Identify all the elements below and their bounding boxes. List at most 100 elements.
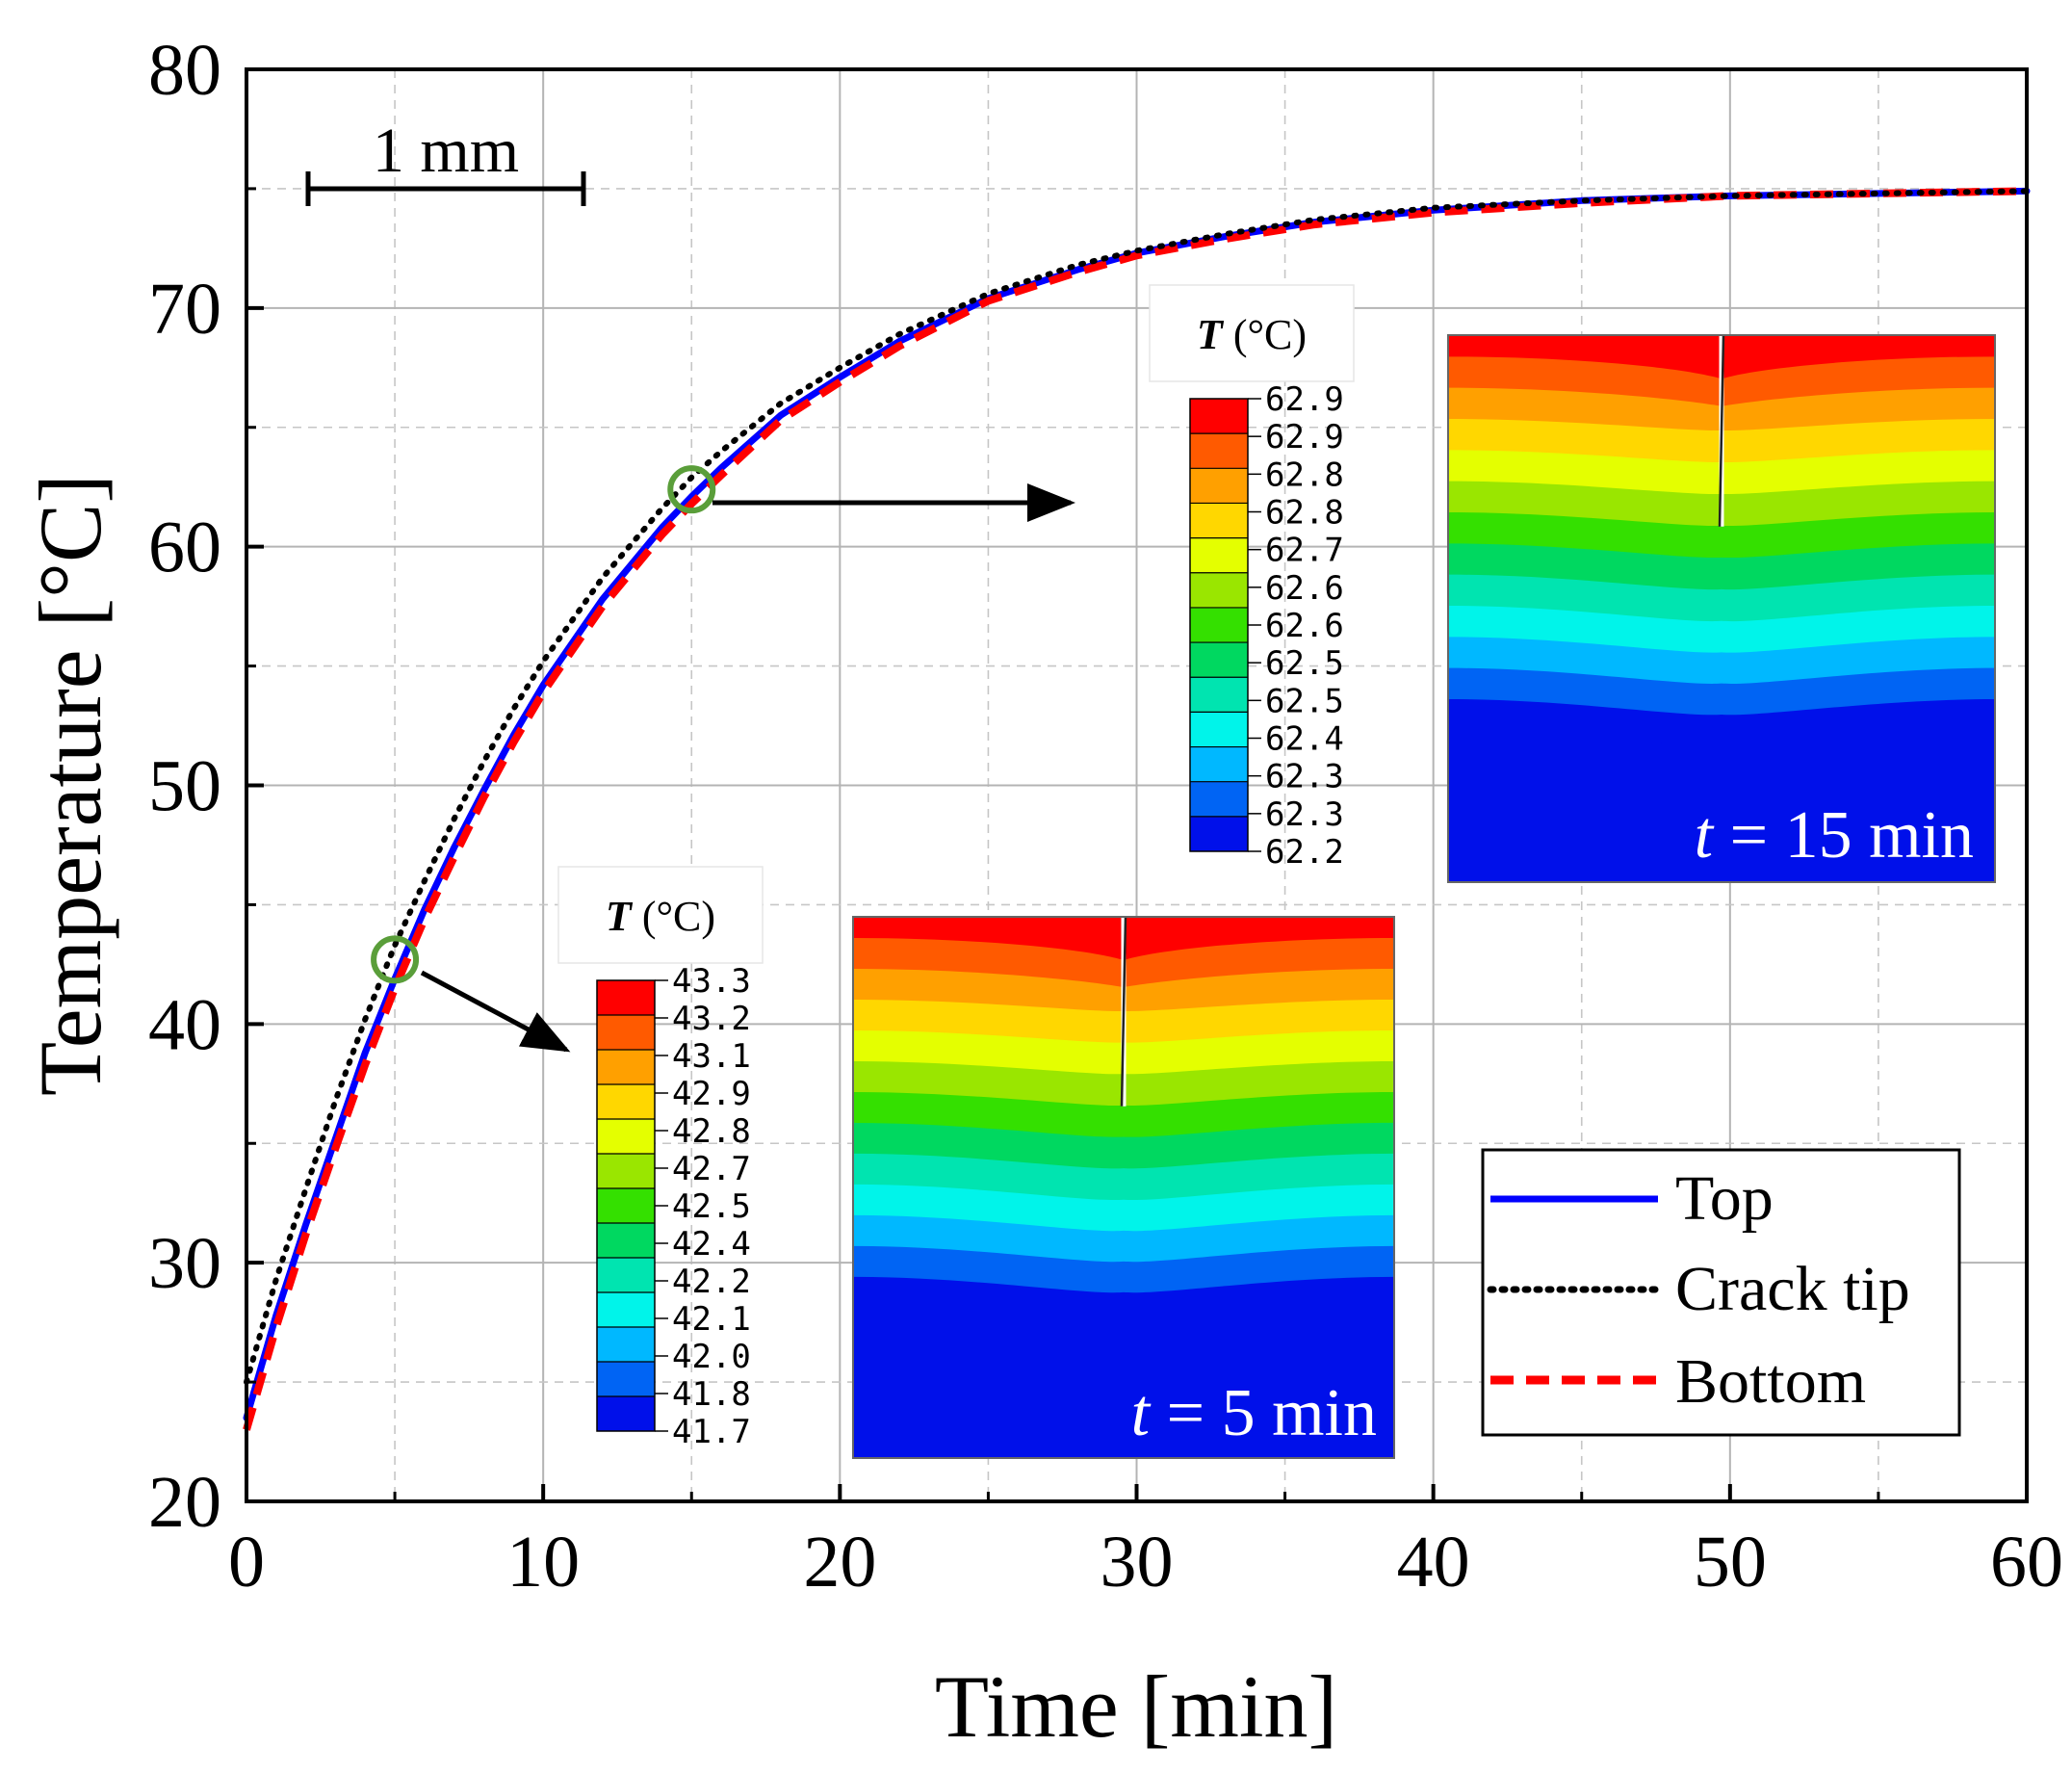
colorbar-title-symbol: T <box>606 893 634 940</box>
colorbar-segment <box>597 1292 655 1328</box>
colorbar-label: 41.7 <box>672 1413 751 1451</box>
x-tick-label: 30 <box>1101 1522 1174 1603</box>
y-axis-label: Temperature [°C] <box>21 474 119 1096</box>
colorbar-segment <box>597 1119 655 1155</box>
contour-frame <box>852 916 1395 1459</box>
colorbar-label: 62.8 <box>1265 456 1344 494</box>
colorbar-label: 62.4 <box>1265 720 1344 759</box>
colorbar-segment <box>597 1050 655 1085</box>
colorbar-label: 62.3 <box>1265 795 1344 834</box>
colorbar-segment <box>597 980 655 1016</box>
colorbar-segment <box>1190 712 1248 748</box>
inset-time-value: = 5 min <box>1150 1376 1377 1450</box>
y-tick-label: 50 <box>148 746 221 827</box>
colorbar-segment <box>597 1084 655 1120</box>
legend: Top Crack tip Bottom <box>1481 1148 1961 1437</box>
colorbar-label: 42.5 <box>672 1187 751 1226</box>
colorbar-label: 62.6 <box>1265 569 1344 608</box>
colorbar-segment <box>1190 677 1248 713</box>
x-tick-label: 10 <box>506 1522 580 1603</box>
colorbar-segment <box>1190 816 1248 852</box>
crack-line <box>1718 334 1725 527</box>
colorbar-label: 62.5 <box>1265 682 1344 720</box>
colorbar-label: 42.1 <box>672 1300 751 1339</box>
colorbar-segment <box>1190 572 1248 609</box>
y-tick-label: 80 <box>148 30 221 111</box>
inset-time-symbol: t <box>1695 798 1715 873</box>
contour-frame <box>1447 334 1996 883</box>
legend-label-crack-tip: Crack tip <box>1675 1254 1910 1324</box>
colorbar-label: 62.9 <box>1265 418 1344 456</box>
colorbar-segment <box>1190 503 1248 539</box>
colorbar-label: 42.7 <box>672 1150 751 1188</box>
series-group <box>243 187 2031 1431</box>
colorbar-title-card <box>1149 284 1355 382</box>
y-tick-label: 40 <box>148 984 221 1065</box>
legend-label-bottom: Bottom <box>1675 1346 1866 1417</box>
colorbar-segment <box>1190 642 1248 678</box>
colorbar-label: 62.9 <box>1265 380 1344 419</box>
colorbar-segment <box>1190 433 1248 469</box>
colorbar-title-unit: (°C) <box>1223 311 1307 358</box>
x-tick-label: 40 <box>1397 1522 1470 1603</box>
colorbar-label: 43.2 <box>672 1000 751 1038</box>
colorbar-segment <box>1190 781 1248 818</box>
y-tick-label: 70 <box>148 269 221 350</box>
colorbar-title: T (°C) <box>606 893 715 940</box>
x-axis-label: Time [min] <box>935 1657 1337 1756</box>
scale-bar: 1 mm <box>305 116 586 206</box>
colorbar-label: 43.3 <box>672 962 751 1001</box>
scale-bar-label: 1 mm <box>373 116 519 186</box>
highlight-marker <box>371 935 420 984</box>
colorbar-segment <box>597 1362 655 1397</box>
y-tick-label: 30 <box>148 1223 221 1304</box>
series-line-bottom <box>243 187 2028 1431</box>
inset-time-value: = 15 min <box>1713 798 1974 873</box>
marker-group <box>371 465 716 984</box>
x-tick-label: 0 <box>228 1522 265 1603</box>
colorbar-label: 43.1 <box>672 1037 751 1076</box>
colorbar-label: 42.9 <box>672 1075 751 1113</box>
inset-time-symbol: t <box>1131 1376 1152 1450</box>
colorbar-segment <box>1190 607 1248 643</box>
y-tick-label: 60 <box>148 508 221 588</box>
colorbar-label: 62.3 <box>1265 758 1344 796</box>
colorbar-segment <box>1190 746 1248 783</box>
series-line-crack-tip <box>244 188 2030 1386</box>
colorbar-title-card <box>557 866 764 964</box>
colorbar-segment <box>597 1327 655 1363</box>
x-tick-label: 50 <box>1694 1522 1767 1603</box>
colorbar-segment <box>597 1154 655 1189</box>
colorbar-segment <box>1190 537 1248 574</box>
x-tick-label: 20 <box>803 1522 876 1603</box>
x-tick-label: 60 <box>1990 1522 2063 1603</box>
colorbar-label: 62.8 <box>1265 494 1344 533</box>
colorbar-segment <box>597 1258 655 1293</box>
crack-line <box>1120 916 1127 1107</box>
colorbar-title-symbol: T <box>1197 311 1225 358</box>
colorbar-label: 62.6 <box>1265 607 1344 645</box>
colorbar-label: 42.8 <box>672 1112 751 1151</box>
colorbar-segment <box>597 1188 655 1224</box>
colorbar-label: 62.2 <box>1265 833 1344 872</box>
colorbar-label: 42.4 <box>672 1225 751 1264</box>
legend-label-top: Top <box>1675 1163 1774 1234</box>
colorbar-segment <box>597 1015 655 1051</box>
colorbar-segment <box>597 1396 655 1432</box>
highlight-marker <box>667 465 716 514</box>
colorbar-segment <box>597 1223 655 1259</box>
colorbar-label: 41.8 <box>672 1375 751 1414</box>
arrow-5min <box>420 970 571 1053</box>
colorbar-label: 62.5 <box>1265 644 1344 683</box>
colorbar-label: 42.0 <box>672 1338 751 1376</box>
colorbar-segment <box>1190 399 1248 434</box>
colorbar-label: 62.7 <box>1265 532 1344 570</box>
colorbar-label: 42.2 <box>672 1263 751 1301</box>
axis-ticks: 0 10 20 30 40 50 60 20 30 40 50 60 70 80 <box>148 30 2063 1603</box>
inset-time-label: t = 5 min <box>1131 1376 1377 1450</box>
colorbar-title-unit: (°C) <box>632 893 715 940</box>
colorbar-title: T (°C) <box>1197 311 1307 358</box>
